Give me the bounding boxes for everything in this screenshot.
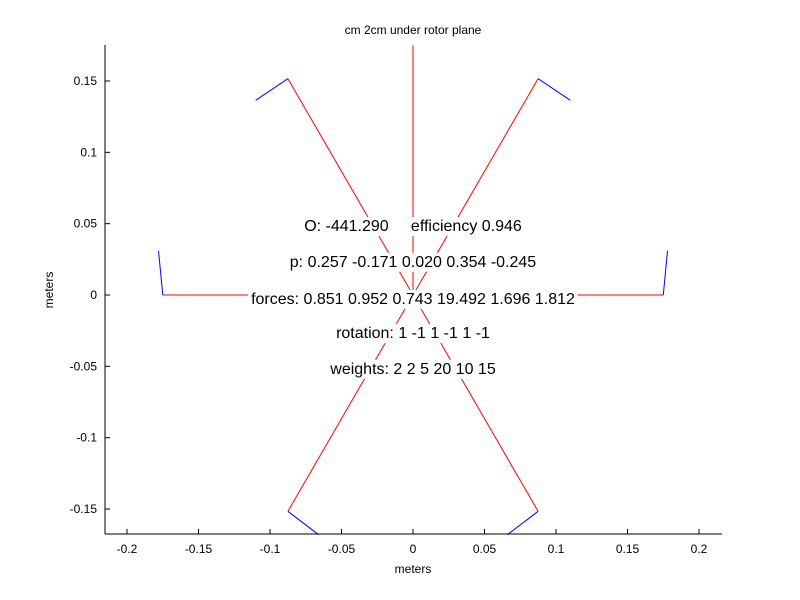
y-tick-label: 0.1 — [80, 145, 97, 159]
x-tick-label: -0.1 — [260, 542, 281, 556]
y-tick-label: 0.05 — [74, 217, 98, 231]
y-ticks: 0.15 0.1 0.05 0 -0.05 -0.1 -0.15 — [70, 74, 110, 516]
annotation-background — [326, 359, 499, 379]
x-tick-label: -0.05 — [328, 542, 356, 556]
annotation-text-1: p: 0.257 -0.171 0.020 0.354 -0.245 — [290, 254, 537, 271]
series-line-6 — [662, 250, 668, 296]
series-line-12 — [287, 510, 319, 536]
x-axis-label: meters — [395, 562, 432, 576]
annotation-text-3: rotation: 1 -1 1 -1 1 -1 — [336, 325, 490, 342]
annotation-text-4: weights: 2 2 5 20 10 15 — [329, 361, 496, 378]
annotation-background — [301, 217, 525, 237]
annotation-background — [286, 252, 540, 272]
x-tick-label: 0.15 — [616, 542, 640, 556]
x-tick-label: 0.05 — [473, 542, 497, 556]
x-tick-label: 0 — [410, 542, 417, 556]
chart-title: cm 2cm under rotor plane — [345, 23, 482, 37]
series-line-10 — [507, 510, 539, 536]
series-line-4 — [255, 78, 289, 101]
series-line-2 — [537, 78, 571, 101]
y-tick-label: 0.15 — [74, 74, 98, 88]
x-tick-label: -0.2 — [117, 542, 138, 556]
annotations: O: -441.290 efficiency 0.946 p: 0.257 -0.… — [248, 217, 579, 379]
y-tick-label: -0.05 — [70, 359, 98, 373]
x-tick-label: -0.15 — [185, 542, 213, 556]
annotation-text-0: O: -441.290 efficiency 0.946 — [304, 218, 522, 235]
y-tick-label: -0.15 — [70, 502, 98, 516]
x-tick-label: 0.1 — [548, 542, 565, 556]
x-tick-label: 0.2 — [691, 542, 708, 556]
y-tick-label: 0 — [90, 288, 97, 302]
y-tick-label: -0.1 — [76, 431, 97, 445]
series-line-8 — [158, 250, 164, 296]
annotation-background — [248, 289, 579, 309]
annotation-background — [333, 324, 494, 344]
annotation-text-2: forces: 0.851 0.952 0.743 19.492 1.696 1… — [251, 291, 575, 308]
x-ticks: -0.2 -0.15 -0.1 -0.05 0 0.05 0.1 0.15 0.2 — [117, 529, 708, 556]
y-axis-label: meters — [42, 272, 56, 309]
